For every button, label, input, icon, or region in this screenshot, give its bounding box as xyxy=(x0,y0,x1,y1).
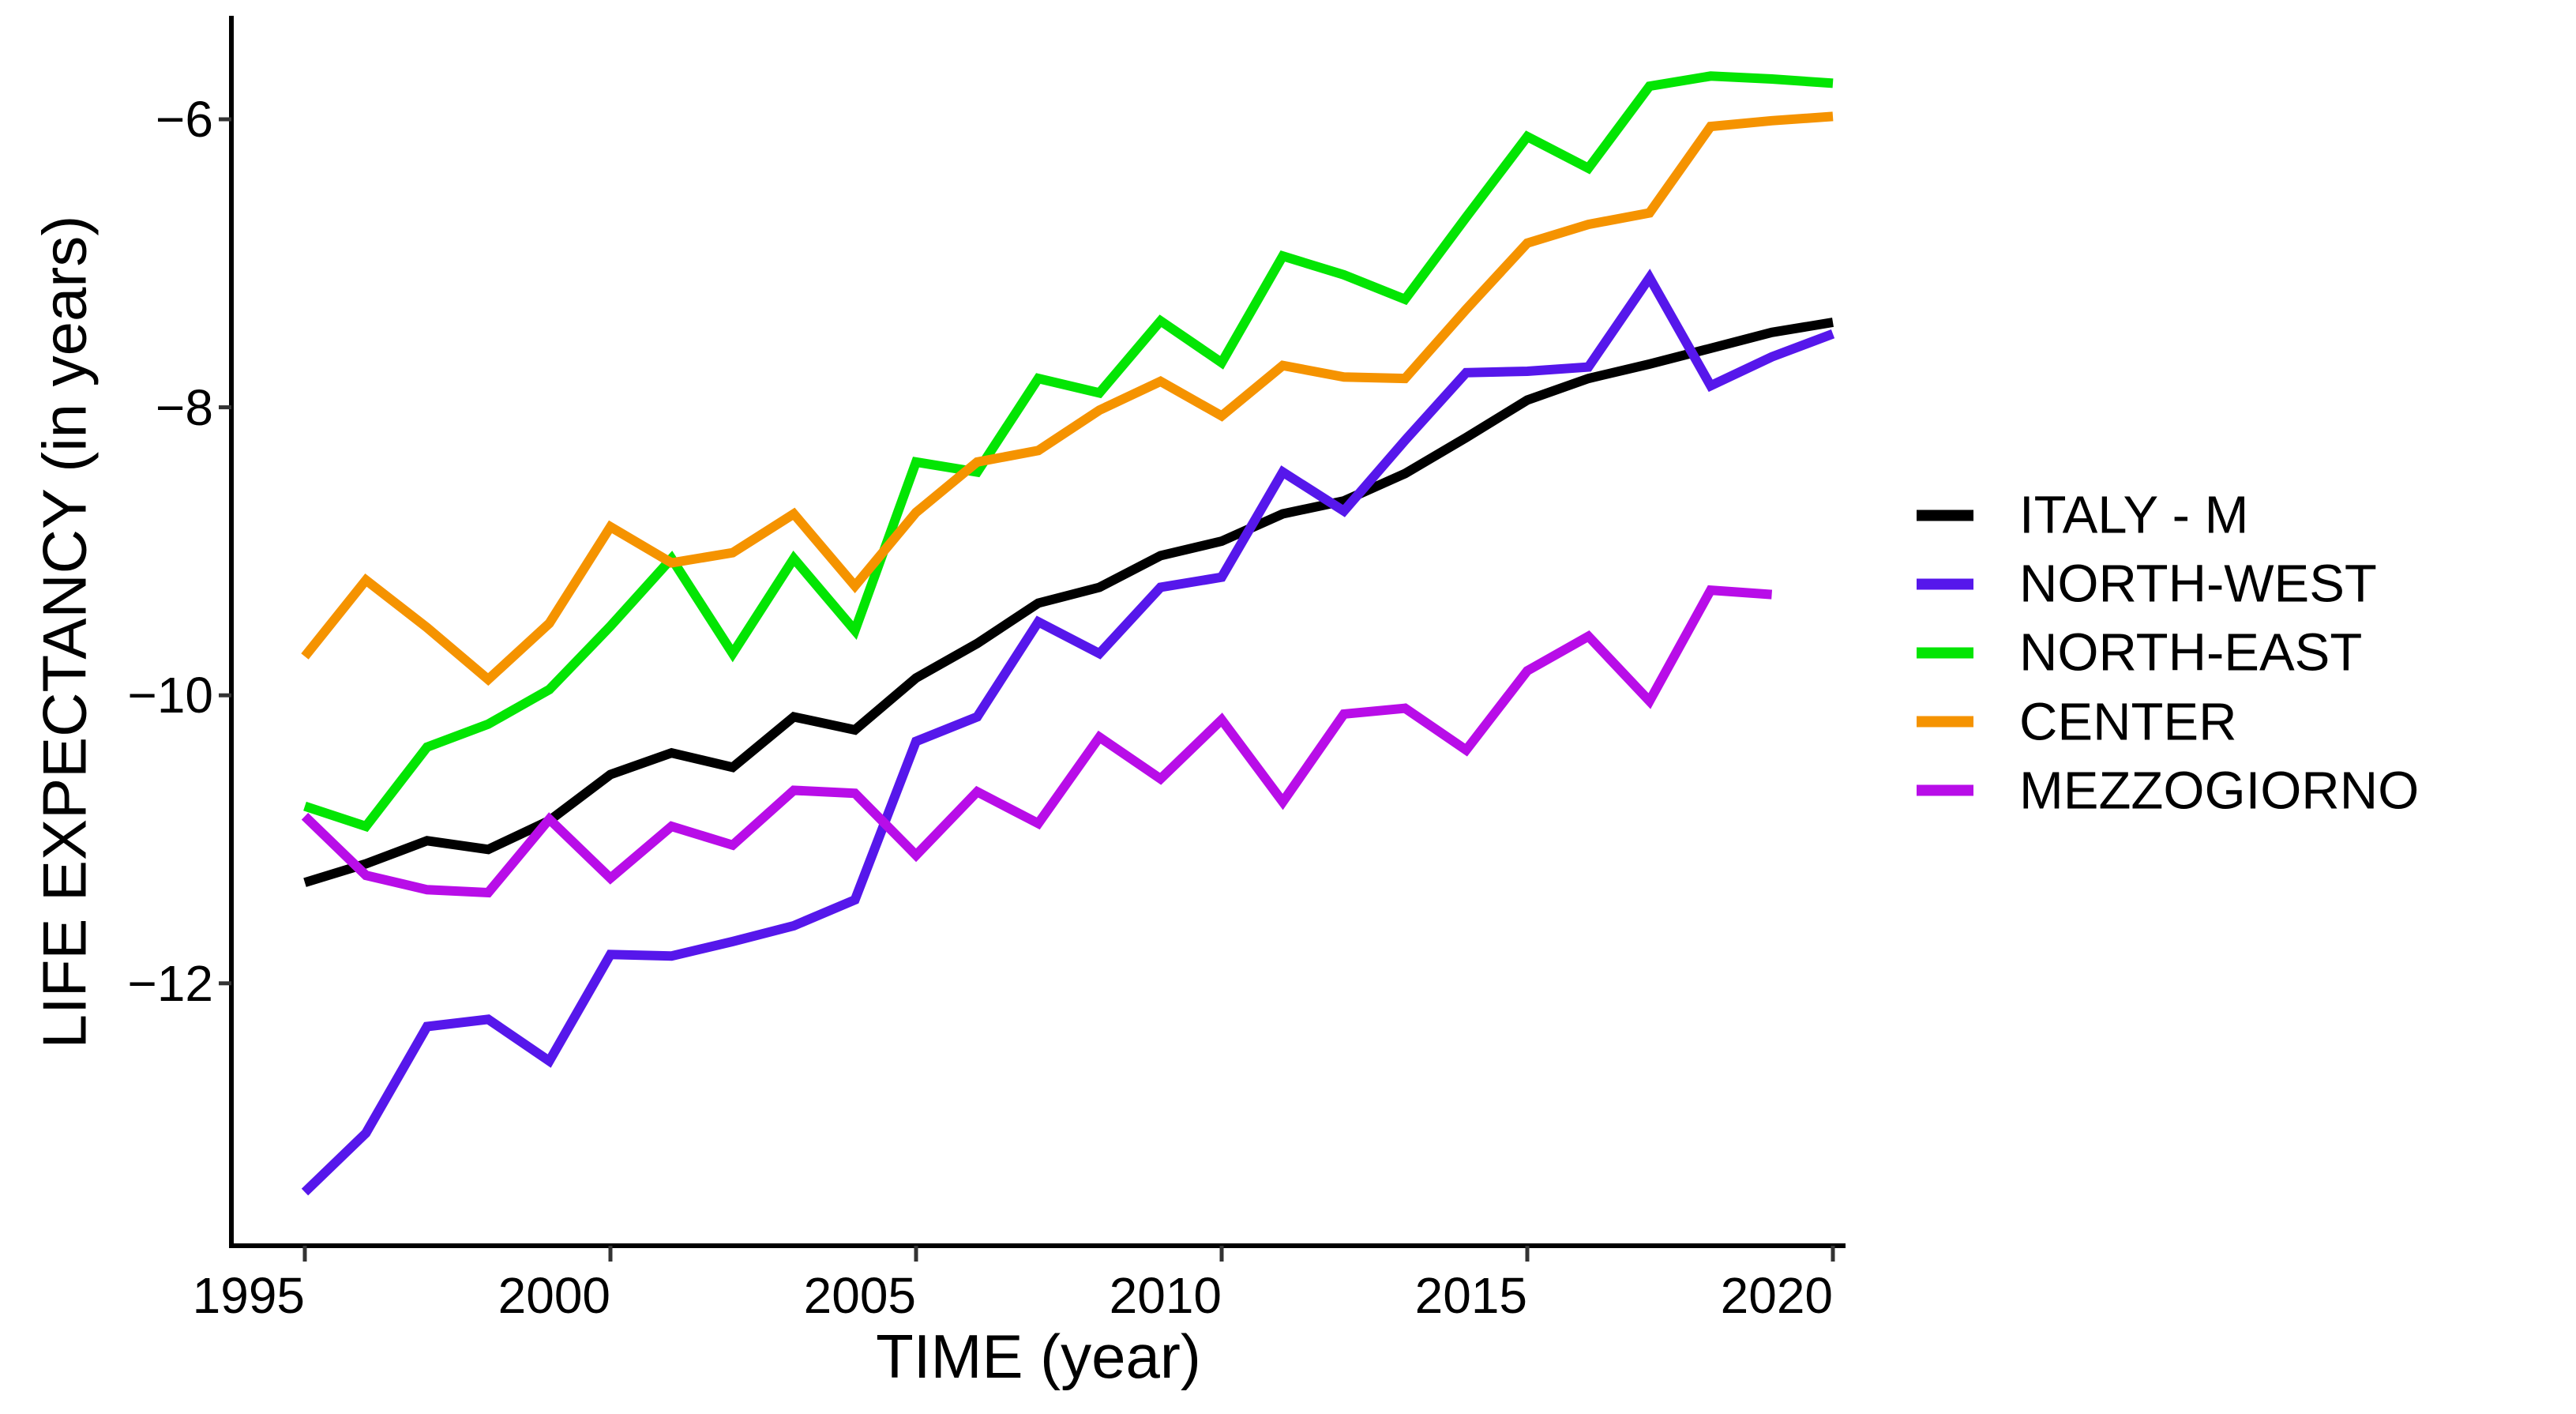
legend-item: MEZZOGIORNO xyxy=(1917,760,2419,821)
legend-label: NORTH-WEST xyxy=(2019,554,2377,614)
legend: ITALY - M NORTH-WEST NORTH-EAST CENTER MEZZO… xyxy=(1917,0,2572,1414)
x-axis-title: TIME (year) xyxy=(876,1322,1201,1391)
legend-swatch-icon xyxy=(1917,510,1973,521)
legend-swatch-icon xyxy=(1917,578,1973,590)
x-tick-label: 1995 xyxy=(192,1267,305,1324)
legend-swatch-icon xyxy=(1917,647,1973,659)
y-tick-label: −8 xyxy=(156,378,213,436)
series-line-italy-m xyxy=(303,318,1834,887)
series-line-mezzogiorno xyxy=(301,585,1773,898)
legend-item: ITALY - M xyxy=(1917,485,2248,546)
x-tick-label: 2005 xyxy=(803,1267,916,1324)
y-tick-label: −10 xyxy=(127,667,213,724)
legend-swatch-icon xyxy=(1917,784,1973,796)
x-tick-label: 2020 xyxy=(1720,1267,1833,1324)
y-tick-label: −6 xyxy=(156,91,213,148)
y-tick-label: −12 xyxy=(127,954,213,1012)
legend-label: ITALY - M xyxy=(2019,485,2249,545)
x-tick-label: 2000 xyxy=(498,1267,610,1324)
legend-item: CENTER xyxy=(1917,691,2236,752)
series-line-center xyxy=(301,111,1834,686)
legend-item: NORTH-EAST xyxy=(1917,622,2362,683)
x-tick-label: 2010 xyxy=(1109,1267,1222,1324)
series-line-north-west xyxy=(301,269,1835,1196)
legend-label: MEZZOGIORNO xyxy=(2019,761,2420,821)
legend-label: NORTH-EAST xyxy=(2019,622,2363,683)
legend-item: NORTH-WEST xyxy=(1917,554,2377,615)
y-axis-title: LIFE EXPECTANCY (in years) xyxy=(29,215,100,1049)
legend-swatch-icon xyxy=(1917,716,1973,728)
x-tick-label: 2015 xyxy=(1414,1267,1527,1324)
series-line-north-east xyxy=(303,71,1834,833)
legend-label: CENTER xyxy=(2019,692,2237,752)
